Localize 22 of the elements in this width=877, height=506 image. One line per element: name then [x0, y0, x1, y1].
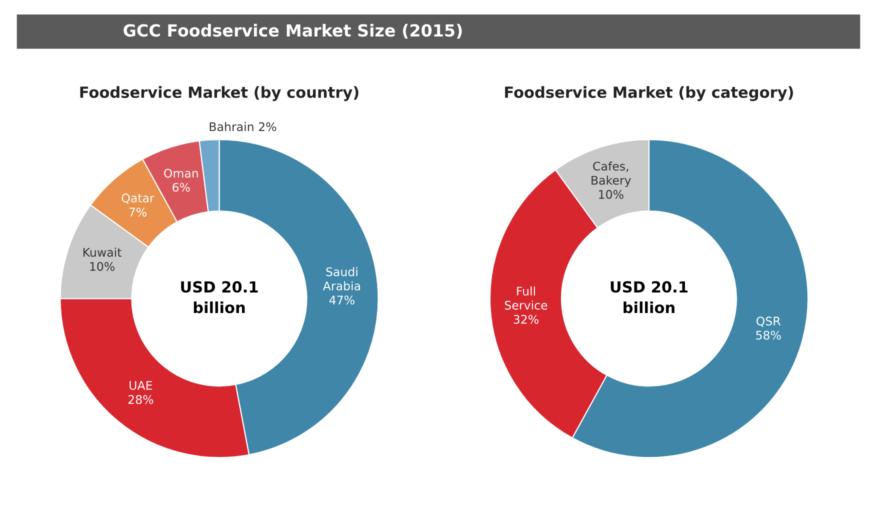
chart-subtitle: Foodservice Market (by country): [80, 86, 358, 102]
data-label: 32%: [514, 314, 538, 324]
slice-label: Kuwait: [83, 248, 122, 257]
slice-label: Cafes, Bakery: [592, 161, 631, 188]
data-label: 58%: [756, 330, 781, 340]
slice-label: UAE: [130, 381, 152, 390]
slice-label: Saudi Arabia: [322, 267, 360, 290]
slice-label: Bahrain 2%: [210, 122, 276, 132]
slice-label: Full Service: [504, 286, 548, 310]
data-label: 6%: [172, 182, 190, 192]
slice-label: Qatar: [122, 194, 154, 204]
data-label: 10%: [599, 190, 624, 199]
data-label: 7%: [129, 208, 146, 217]
chart-title: GCC Foodservice Market Size (2015): [124, 24, 462, 39]
data-label: 10%: [90, 262, 115, 271]
chart-subtitle: Foodservice Market (by category): [505, 86, 793, 102]
data-label: 28%: [128, 395, 154, 404]
text: USD 20.1 billion: [610, 281, 688, 314]
text: USD 20.1 billion: [181, 281, 258, 314]
slice-label: QSR: [756, 316, 781, 327]
slice-label: Oman: [164, 168, 198, 178]
data-label: 47%: [329, 296, 354, 304]
